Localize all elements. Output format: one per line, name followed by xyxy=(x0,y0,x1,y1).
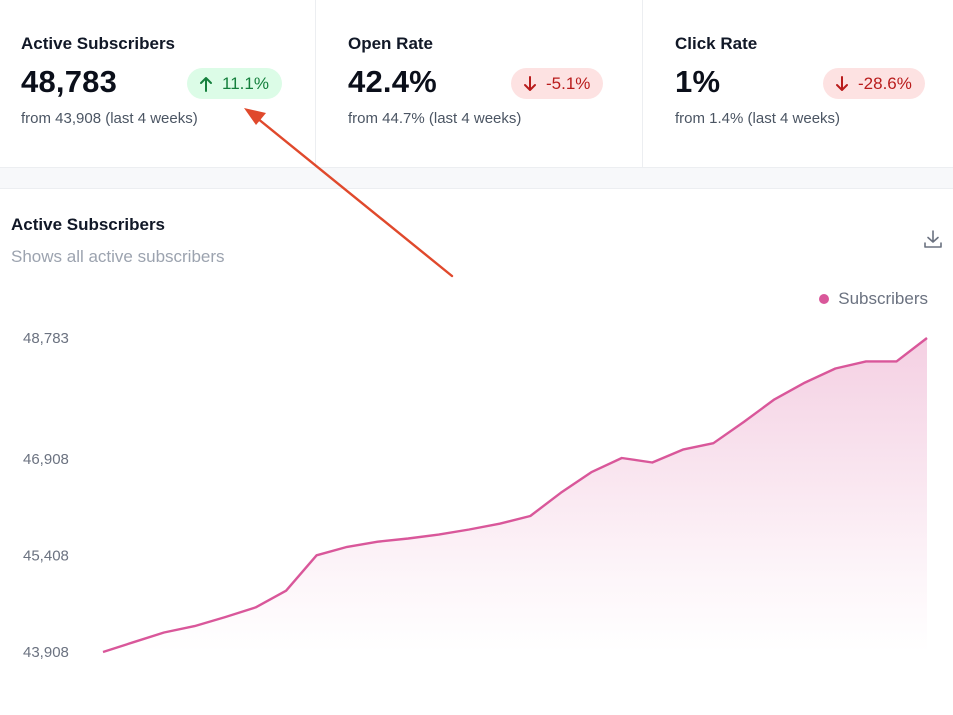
download-icon[interactable] xyxy=(922,228,944,250)
stat-label: Click Rate xyxy=(675,34,758,53)
change-badge: -28.6% xyxy=(823,68,925,99)
chart-panel: Active Subscribers Shows all active subs… xyxy=(0,190,953,715)
stats-row: Active Subscribers 48,783 11.1% from 43,… xyxy=(0,0,953,168)
subscribers-area-chart: 43,908 45,408 46,908 48,783 xyxy=(23,330,928,661)
change-value: -28.6% xyxy=(858,73,912,93)
change-badge: -5.1% xyxy=(511,68,604,99)
y-tick-label: 45,408 xyxy=(23,547,69,564)
change-value: 11.1% xyxy=(222,73,269,93)
change-value: -5.1% xyxy=(546,73,591,93)
arrow-down-icon xyxy=(524,75,536,91)
change-badge: 11.1% xyxy=(187,68,282,99)
stat-comparison: from 1.4% (last 4 weeks) xyxy=(675,110,841,127)
section-divider xyxy=(0,168,953,189)
legend-label: Subscribers xyxy=(838,289,928,308)
stat-card-active-subscribers[interactable]: Active Subscribers 48,783 11.1% from 43,… xyxy=(0,0,316,168)
stat-value: 42.4% xyxy=(348,64,437,99)
stat-label: Active Subscribers xyxy=(21,34,176,53)
chart-title: Active Subscribers xyxy=(11,215,166,234)
stat-value: 48,783 xyxy=(21,64,118,99)
y-tick-label: 43,908 xyxy=(23,644,69,661)
stat-card-click-rate[interactable]: Click Rate 1% -28.6% from 1.4% (last 4 w… xyxy=(643,0,953,168)
series-area-subscribers xyxy=(103,338,927,652)
y-tick-label: 48,783 xyxy=(23,330,69,347)
arrow-up-icon xyxy=(200,76,212,92)
arrow-down-icon xyxy=(836,75,848,91)
series-line-subscribers[interactable] xyxy=(102,337,928,654)
legend-dot xyxy=(819,294,830,304)
stat-comparison: from 43,908 (last 4 weeks) xyxy=(21,110,198,127)
chart-subtitle: Shows all active subscribers xyxy=(11,247,225,266)
stat-label: Open Rate xyxy=(348,34,434,53)
stat-value: 1% xyxy=(675,64,721,99)
chart-legend[interactable]: Subscribers xyxy=(819,289,928,309)
stat-card-open-rate[interactable]: Open Rate 42.4% -5.1% from 44.7% (last 4… xyxy=(316,0,643,168)
y-tick-label: 46,908 xyxy=(23,451,69,468)
stat-comparison: from 44.7% (last 4 weeks) xyxy=(348,110,522,127)
